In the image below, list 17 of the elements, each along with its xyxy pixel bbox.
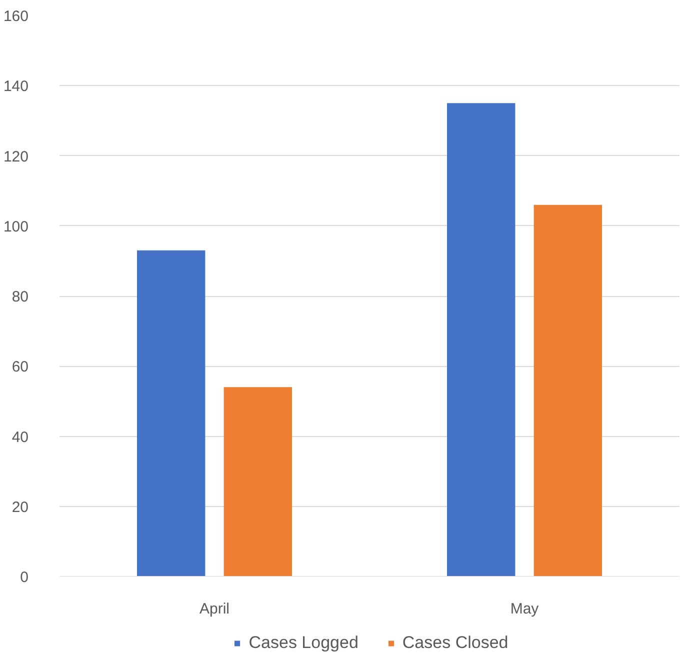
legend-label: Cases Logged [248, 632, 358, 652]
y-tick-label: 60 [12, 358, 29, 376]
y-tick-label: 160 [3, 8, 29, 25]
legend-label: Cases Closed [402, 632, 508, 652]
x-tick-label: April [199, 600, 230, 618]
y-tick-label: 100 [3, 218, 29, 236]
bar [447, 103, 516, 576]
bar [137, 250, 206, 576]
bar [224, 387, 292, 576]
y-tick-label: 80 [12, 288, 29, 306]
y-tick-label: 40 [12, 428, 29, 446]
y-tick-label: 140 [3, 78, 29, 96]
bar [534, 204, 602, 576]
y-tick-label: 120 [3, 148, 29, 166]
x-tick-label: May [510, 600, 540, 618]
y-tick-label: 0 [20, 569, 28, 586]
y-tick-label: 20 [12, 498, 29, 516]
